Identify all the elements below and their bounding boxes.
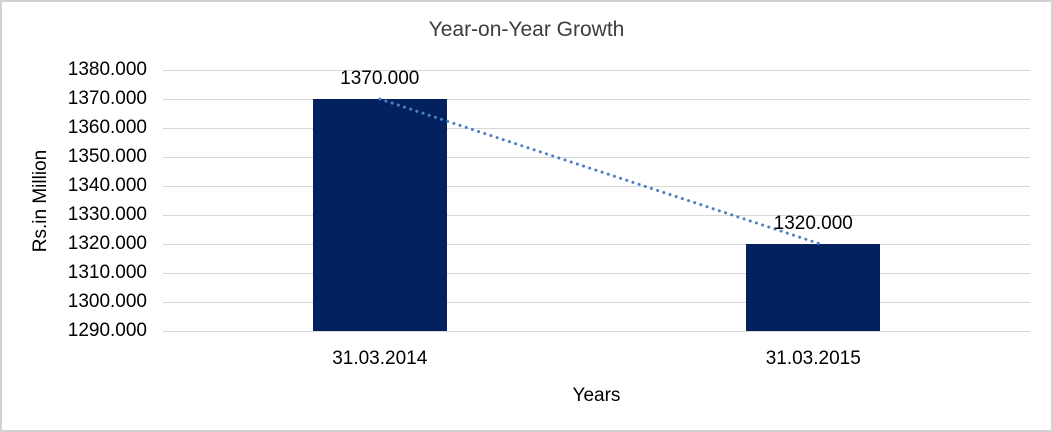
x-axis-title: Years [572, 385, 621, 406]
bar [312, 99, 447, 331]
y-tick-label: 1380.000 [67, 59, 147, 80]
y-tick-label: 1310.000 [67, 262, 147, 283]
gridline [163, 214, 1030, 216]
bar-value-label: 1370.000 [340, 68, 420, 89]
gridline [163, 243, 1030, 245]
y-tick-label: 1350.000 [67, 146, 147, 167]
x-category-label: 31.03.2014 [332, 348, 428, 369]
gridline [163, 127, 1030, 129]
gridline [163, 69, 1030, 71]
y-tick-label: 1370.000 [67, 88, 147, 109]
gridline [163, 272, 1030, 274]
gridline [163, 185, 1030, 187]
y-tick-label: 1340.000 [67, 175, 147, 196]
y-tick-label: 1330.000 [67, 204, 147, 225]
gridline [163, 301, 1030, 303]
x-category-label: 31.03.2015 [765, 348, 861, 369]
y-tick-label: 1290.000 [67, 320, 147, 341]
y-tick-label: 1360.000 [67, 117, 147, 138]
gridline [163, 156, 1030, 158]
bar [746, 244, 881, 331]
y-tick-label: 1300.000 [67, 291, 147, 312]
gridline [163, 98, 1030, 100]
bar-value-label: 1320.000 [773, 213, 853, 234]
y-tick-label: 1320.000 [67, 233, 147, 254]
gridline [163, 330, 1030, 332]
y-axis-title: Rs.in Million [30, 149, 51, 253]
chart-title: Year-on-Year Growth [428, 18, 625, 41]
